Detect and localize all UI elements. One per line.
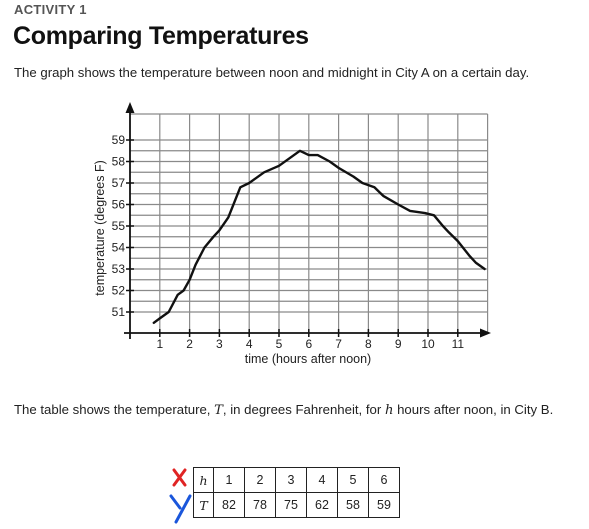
table-cell: 59 (368, 492, 400, 518)
x-tick-label: 3 (216, 337, 223, 351)
table-header-T: T (193, 492, 214, 518)
table-row-T: T 82 78 75 62 58 59 (193, 492, 400, 518)
x-tick-label: 5 (276, 337, 283, 351)
variable-T: T (214, 403, 223, 418)
y-tick-label: 56 (112, 198, 126, 212)
red-x-mark (172, 468, 187, 487)
table-cell: 78 (244, 492, 276, 518)
table-intro-part1: The table shows the temperature, (14, 402, 215, 417)
city-b-temperature-table: h 1 2 3 4 5 6 T 82 78 75 62 58 59 (193, 467, 400, 518)
table-cell: 58 (337, 492, 369, 518)
table-cell: 6 (368, 467, 400, 493)
y-tick-label: 52 (112, 284, 126, 298)
table-intro-part3: hours after noon, in City B. (393, 402, 554, 417)
x-tick-label: 9 (395, 337, 402, 351)
table-row-h: h 1 2 3 4 5 6 (193, 467, 400, 493)
xy-annotations (169, 468, 192, 524)
y-axis-label: temperature (degrees F) (93, 160, 107, 295)
x-axis-label: time (hours after noon) (245, 352, 371, 366)
y-tick-label: 54 (112, 241, 126, 255)
y-tick-label: 51 (112, 305, 126, 319)
chart-line-series (152, 149, 486, 324)
x-tick-label: 1 (156, 337, 163, 351)
variable-h: h (384, 403, 394, 418)
table-cell: 82 (213, 492, 245, 518)
temperature-line (152, 149, 486, 324)
table-cell: 62 (306, 492, 338, 518)
table-header-h: h (193, 467, 214, 493)
table-cell: 3 (275, 467, 307, 493)
x-tick-label: 10 (421, 337, 435, 351)
chart-grid (130, 113, 489, 333)
y-tick-label: 59 (112, 133, 126, 147)
x-tick-label: 11 (452, 337, 465, 351)
table-cell: 2 (244, 467, 276, 493)
x-tick-label: 6 (305, 337, 312, 351)
y-axis-arrowhead (125, 102, 135, 113)
table-cell: 5 (337, 467, 369, 493)
graph-intro-text: The graph shows the temperature between … (14, 65, 530, 80)
y-tick-label: 53 (112, 262, 126, 276)
y-tick-label: 58 (112, 155, 126, 169)
x-tick-label: 8 (365, 337, 372, 351)
y-tick-label: 55 (112, 219, 126, 233)
blue-y-mark (169, 494, 192, 524)
table-intro-part2: , in degrees Fahrenheit, for (222, 402, 385, 417)
table-cell: 75 (275, 492, 307, 518)
chart-axes (124, 102, 491, 339)
table-cell: 4 (306, 467, 338, 493)
y-tick-label: 57 (112, 176, 126, 190)
table-intro-text: The table shows the temperature, T, in d… (14, 400, 574, 421)
x-tick-label: 7 (335, 337, 342, 351)
table-cell: 1 (213, 467, 245, 493)
x-tick-label: 4 (246, 337, 253, 351)
x-axis-arrowhead (480, 328, 491, 338)
page-title: Comparing Temperatures (13, 22, 309, 50)
x-tick-label: 2 (186, 337, 193, 351)
activity-label: ACTIVITY 1 (14, 2, 87, 17)
